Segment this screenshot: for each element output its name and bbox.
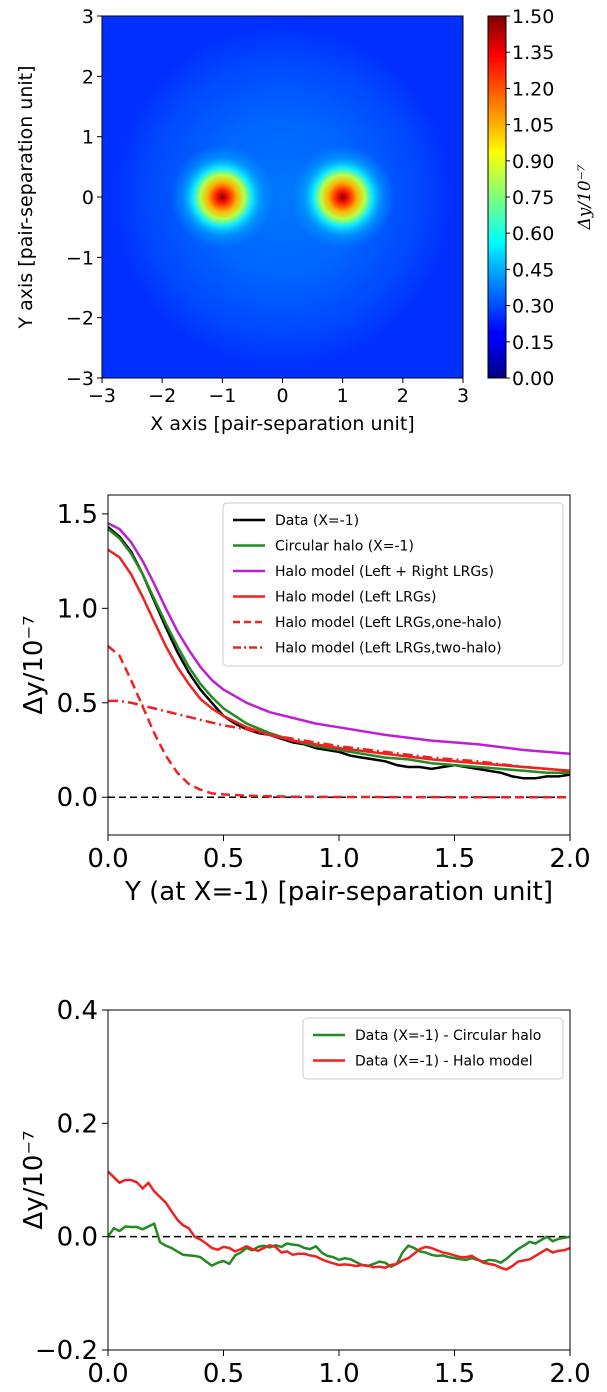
legend-box [222, 502, 564, 667]
xtick-label: 1.5 [434, 1359, 475, 1389]
legend-entry-4: Halo model (Left LRGs) [275, 590, 436, 606]
heatmap-ylabel: Y axis [pair-separation unit] [15, 65, 37, 329]
xtick-label: 1.5 [434, 844, 475, 874]
series-line-6 [108, 699, 570, 773]
legend: Data (X=-1) Circular halo (X=-1) Halo mode… [222, 502, 564, 667]
colorbar-tick-label: 0.15 [512, 332, 554, 354]
heatmap-ytick-label: −1 [66, 247, 94, 269]
xlabel: Y (at X=-1) [pair-separation unit] [124, 877, 553, 907]
legend-entry-2: Circular halo (X=-1) [275, 539, 414, 555]
heatmap-ytick-label: 3 [82, 6, 94, 28]
series-line-1 [108, 1222, 570, 1268]
colorbar-tick-label: 1.35 [512, 42, 554, 64]
colorbar-tick-label: 0.00 [512, 368, 554, 390]
legend-entry-1: Data (X=-1) [275, 513, 359, 529]
heatmap-xtick-label: 3 [457, 385, 469, 407]
xtick-label: 0.0 [87, 1359, 128, 1389]
legend-entry-1: Data (X=-1) - Circular halo [355, 1028, 541, 1044]
series-line-1 [108, 526, 570, 780]
legend-entry-2: Data (X=-1) - Halo model [355, 1054, 533, 1070]
plot-lines [108, 1170, 570, 1271]
heatmap-ytick-label: −3 [66, 368, 94, 390]
plot-lines [108, 522, 570, 799]
colorbar-label: Δy/10⁻⁷ [575, 164, 595, 230]
legend-entry-6: Halo model (Left LRGs,two-halo) [275, 641, 502, 657]
colorbar-tick-label: 0.60 [512, 223, 554, 245]
heatmap-xtick-label: −2 [148, 385, 176, 407]
series-line-2 [108, 1170, 570, 1271]
series-line-5 [108, 645, 570, 799]
heatmap-xtick-label: 1 [337, 385, 349, 407]
colorbar-tick-label: 1.05 [512, 115, 554, 137]
xtick-label: 0.5 [203, 844, 244, 874]
heatmap-area [102, 16, 463, 378]
colorbar-tick-label: 1.20 [512, 78, 554, 100]
heatmap-ytick-label: 2 [82, 66, 94, 88]
heatmap-xtick-label: −3 [88, 385, 116, 407]
heatmap-ytick-label: −2 [66, 308, 94, 330]
colorbar-tick-label: 0.75 [512, 187, 554, 209]
ytick-label: 0.5 [57, 689, 98, 719]
heatmap-peak-1 [170, 145, 275, 249]
legend-box [302, 1017, 564, 1080]
colorbar [487, 15, 507, 379]
legend-entry-5: Halo model (Left LRGs,one-halo) [275, 615, 502, 631]
heatmap-ytick-label: 0 [82, 187, 94, 209]
colorbar-tick-label: 1.50 [512, 6, 554, 28]
ytick-label: 0.0 [57, 1223, 98, 1253]
profile-panel: 0.0 0.5 1.0 1.5 2.00.00.51.01.5Y (at X=-1) [… [19, 494, 591, 907]
xtick-label: 1.0 [318, 844, 359, 874]
residual-panel: 0.00.51.01.52.00.40.20.0−0.2Y (at X=-1) … [19, 996, 591, 1389]
xtick-label: 1.0 [318, 1359, 359, 1389]
series-line-3 [108, 522, 570, 756]
series-line-4 [108, 548, 570, 773]
xtick-label: 2.0 [549, 844, 590, 874]
xtick-label: 0.0 [87, 844, 128, 874]
ylabel: Δy/10⁻⁷ [19, 615, 49, 714]
legend: Data (X=-1) - Circular halo Data (X=-1) -… [302, 1017, 564, 1080]
heatmap-halo [112, 26, 453, 368]
heatmap-ytick-label: 1 [82, 127, 94, 149]
ytick-label: 1.0 [57, 594, 98, 624]
heatmap-xlabel: X axis [pair-separation unit] [150, 413, 414, 435]
colorbar-tick-label: 0.45 [512, 259, 554, 281]
ytick-label: 0.4 [57, 996, 98, 1026]
legend-entry-3: Halo model (Left + Right LRGs) [275, 564, 494, 580]
heatmap-xtick-label: 2 [397, 385, 409, 407]
heatmap-peak-2 [290, 145, 395, 249]
xtick-label: 2.0 [549, 1359, 590, 1389]
heatmap-xtick-label: −1 [208, 385, 236, 407]
ytick-label: 1.5 [57, 500, 98, 530]
ylabel: Δy/10⁻⁷ [19, 1130, 49, 1229]
heatmap-panel: −3 −2 −1 0 1 2 3 3 2 1 0 −1 −2 −3 X axis [pair-separat… [15, 6, 595, 435]
xtick-label: 0.5 [203, 1359, 244, 1389]
ytick-label: 0.2 [57, 1109, 98, 1139]
ytick-label: −0.2 [35, 1336, 98, 1366]
colorbar-tick-label: 0.30 [512, 296, 554, 318]
colorbar-tick-label: 0.90 [512, 151, 554, 173]
ytick-label: 0.0 [57, 783, 98, 813]
heatmap-xtick-label: 0 [276, 385, 288, 407]
